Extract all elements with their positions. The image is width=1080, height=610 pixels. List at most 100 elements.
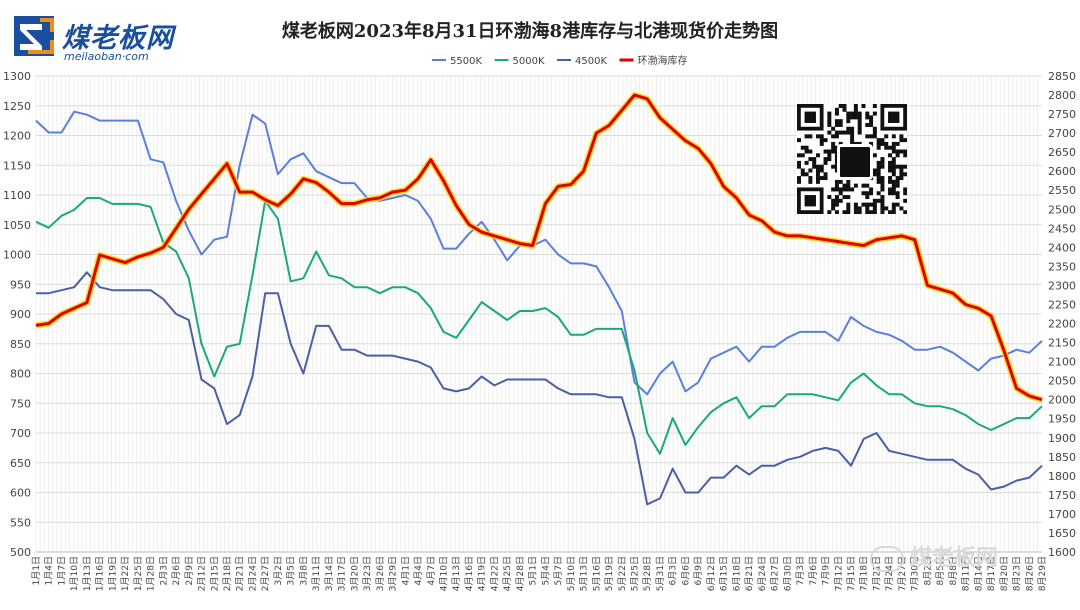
x-axis-tick-label: 2月9日 bbox=[184, 556, 195, 585]
right-axis-tick-label: 1950 bbox=[1048, 413, 1076, 426]
qr-module bbox=[827, 122, 832, 127]
qr-module bbox=[891, 172, 896, 177]
qr-module bbox=[891, 145, 896, 150]
qr-module bbox=[895, 164, 900, 169]
qr-module bbox=[850, 134, 855, 139]
x-axis-tick-label: 4月25日 bbox=[502, 556, 513, 591]
qr-module bbox=[823, 160, 828, 165]
right-axis-tick-label: 1650 bbox=[1048, 527, 1076, 540]
qr-module bbox=[846, 119, 851, 124]
x-axis-tick-label: 2月21日 bbox=[235, 556, 246, 591]
x-axis-tick-label: 2月18日 bbox=[222, 556, 233, 591]
wechat-watermark-icon bbox=[870, 546, 904, 572]
right-axis-tick-label: 2200 bbox=[1048, 318, 1076, 331]
qr-module bbox=[831, 164, 836, 169]
x-axis-tick-label: 1月10日 bbox=[69, 556, 80, 591]
qr-module bbox=[895, 149, 900, 154]
qr-module bbox=[812, 160, 817, 165]
x-axis-tick-label: 2月12日 bbox=[197, 556, 208, 591]
x-axis-tick-label: 3月29日 bbox=[388, 556, 399, 591]
qr-module bbox=[838, 130, 843, 135]
x-axis-tick-label: 3月2日 bbox=[273, 556, 284, 585]
qr-module bbox=[850, 141, 855, 146]
x-axis-tick-label: 5月7日 bbox=[553, 556, 564, 585]
right-axis-tick-label: 1600 bbox=[1048, 546, 1076, 559]
qr-module bbox=[853, 104, 858, 108]
right-axis-tick-label: 2450 bbox=[1048, 222, 1076, 235]
qr-module bbox=[846, 115, 851, 120]
qr-module bbox=[880, 183, 885, 188]
qr-module bbox=[838, 191, 843, 196]
qr-module bbox=[895, 179, 900, 184]
qr-module bbox=[850, 111, 855, 116]
qr-module bbox=[880, 179, 885, 184]
qr-module bbox=[842, 130, 847, 135]
qr-module bbox=[857, 130, 862, 135]
qr-module bbox=[891, 160, 896, 165]
qr-module bbox=[853, 141, 858, 146]
qr-module bbox=[857, 206, 862, 211]
x-axis-tick-label: 5月1日 bbox=[528, 556, 539, 585]
left-axis-tick-label: 700 bbox=[10, 427, 31, 440]
qr-module bbox=[895, 195, 900, 200]
qr-module bbox=[861, 104, 866, 108]
qr-module bbox=[834, 183, 839, 188]
x-axis-tick-label: 4月22日 bbox=[489, 556, 500, 591]
qr-module bbox=[891, 141, 896, 146]
qr-module bbox=[853, 107, 858, 112]
qr-module bbox=[899, 176, 904, 181]
qr-module bbox=[800, 168, 805, 173]
qr-module bbox=[895, 153, 900, 158]
qr-module bbox=[903, 172, 908, 177]
left-axis-tick-label: 1150 bbox=[3, 159, 31, 172]
series-line bbox=[35, 110, 1043, 396]
x-axis-tick-label: 1月16日 bbox=[95, 556, 106, 591]
wechat-icon bbox=[837, 144, 873, 180]
x-axis-tick-label: 4月16日 bbox=[464, 556, 475, 591]
qr-module bbox=[899, 168, 904, 173]
right-axis-tick-label: 2600 bbox=[1048, 165, 1076, 178]
qr-module bbox=[834, 187, 839, 192]
left-axis-tick-label: 500 bbox=[10, 546, 31, 559]
qr-module bbox=[903, 164, 908, 169]
qr-module bbox=[899, 206, 904, 211]
qr-module bbox=[834, 202, 839, 207]
qr-module bbox=[903, 187, 908, 192]
qr-module bbox=[834, 198, 839, 203]
qr-module bbox=[823, 149, 828, 154]
qr-module bbox=[846, 179, 851, 184]
qr-module bbox=[819, 134, 824, 139]
x-axis-tick-label: 2月27日 bbox=[260, 556, 271, 591]
qr-module bbox=[880, 210, 885, 215]
qr-module bbox=[853, 111, 858, 116]
qr-module bbox=[808, 149, 813, 154]
qr-module bbox=[872, 210, 877, 215]
qr-module bbox=[880, 187, 885, 192]
qr-module bbox=[872, 172, 877, 177]
qr-module bbox=[857, 111, 862, 116]
x-axis-tick-label: 5月16日 bbox=[591, 556, 602, 591]
qr-module bbox=[888, 164, 893, 169]
qr-module bbox=[797, 179, 801, 184]
qr-module bbox=[834, 168, 839, 173]
qr-module bbox=[831, 145, 836, 150]
x-axis-tick-label: 8月23日 bbox=[1012, 556, 1023, 591]
series-line bbox=[35, 93, 1043, 402]
qr-module bbox=[872, 104, 877, 108]
qr-module bbox=[827, 153, 832, 158]
qr-module bbox=[872, 111, 877, 116]
x-axis-tick-label: 1月7日 bbox=[56, 556, 67, 585]
left-axis-tick-label: 1050 bbox=[3, 219, 31, 232]
right-axis-tick-label: 2850 bbox=[1048, 70, 1076, 83]
qr-module bbox=[804, 111, 816, 123]
qr-module bbox=[880, 164, 885, 169]
qr-module bbox=[891, 179, 896, 184]
qr-module bbox=[872, 198, 877, 203]
x-axis-tick-label: 7月12日 bbox=[833, 556, 844, 591]
x-axis-tick-label: 7月15日 bbox=[846, 556, 857, 591]
qr-module bbox=[834, 164, 839, 169]
qr-module bbox=[850, 115, 855, 120]
qr-module bbox=[850, 187, 855, 192]
x-axis-tick-label: 4月7日 bbox=[426, 556, 437, 585]
x-axis-tick-label: 3月20日 bbox=[349, 556, 360, 591]
